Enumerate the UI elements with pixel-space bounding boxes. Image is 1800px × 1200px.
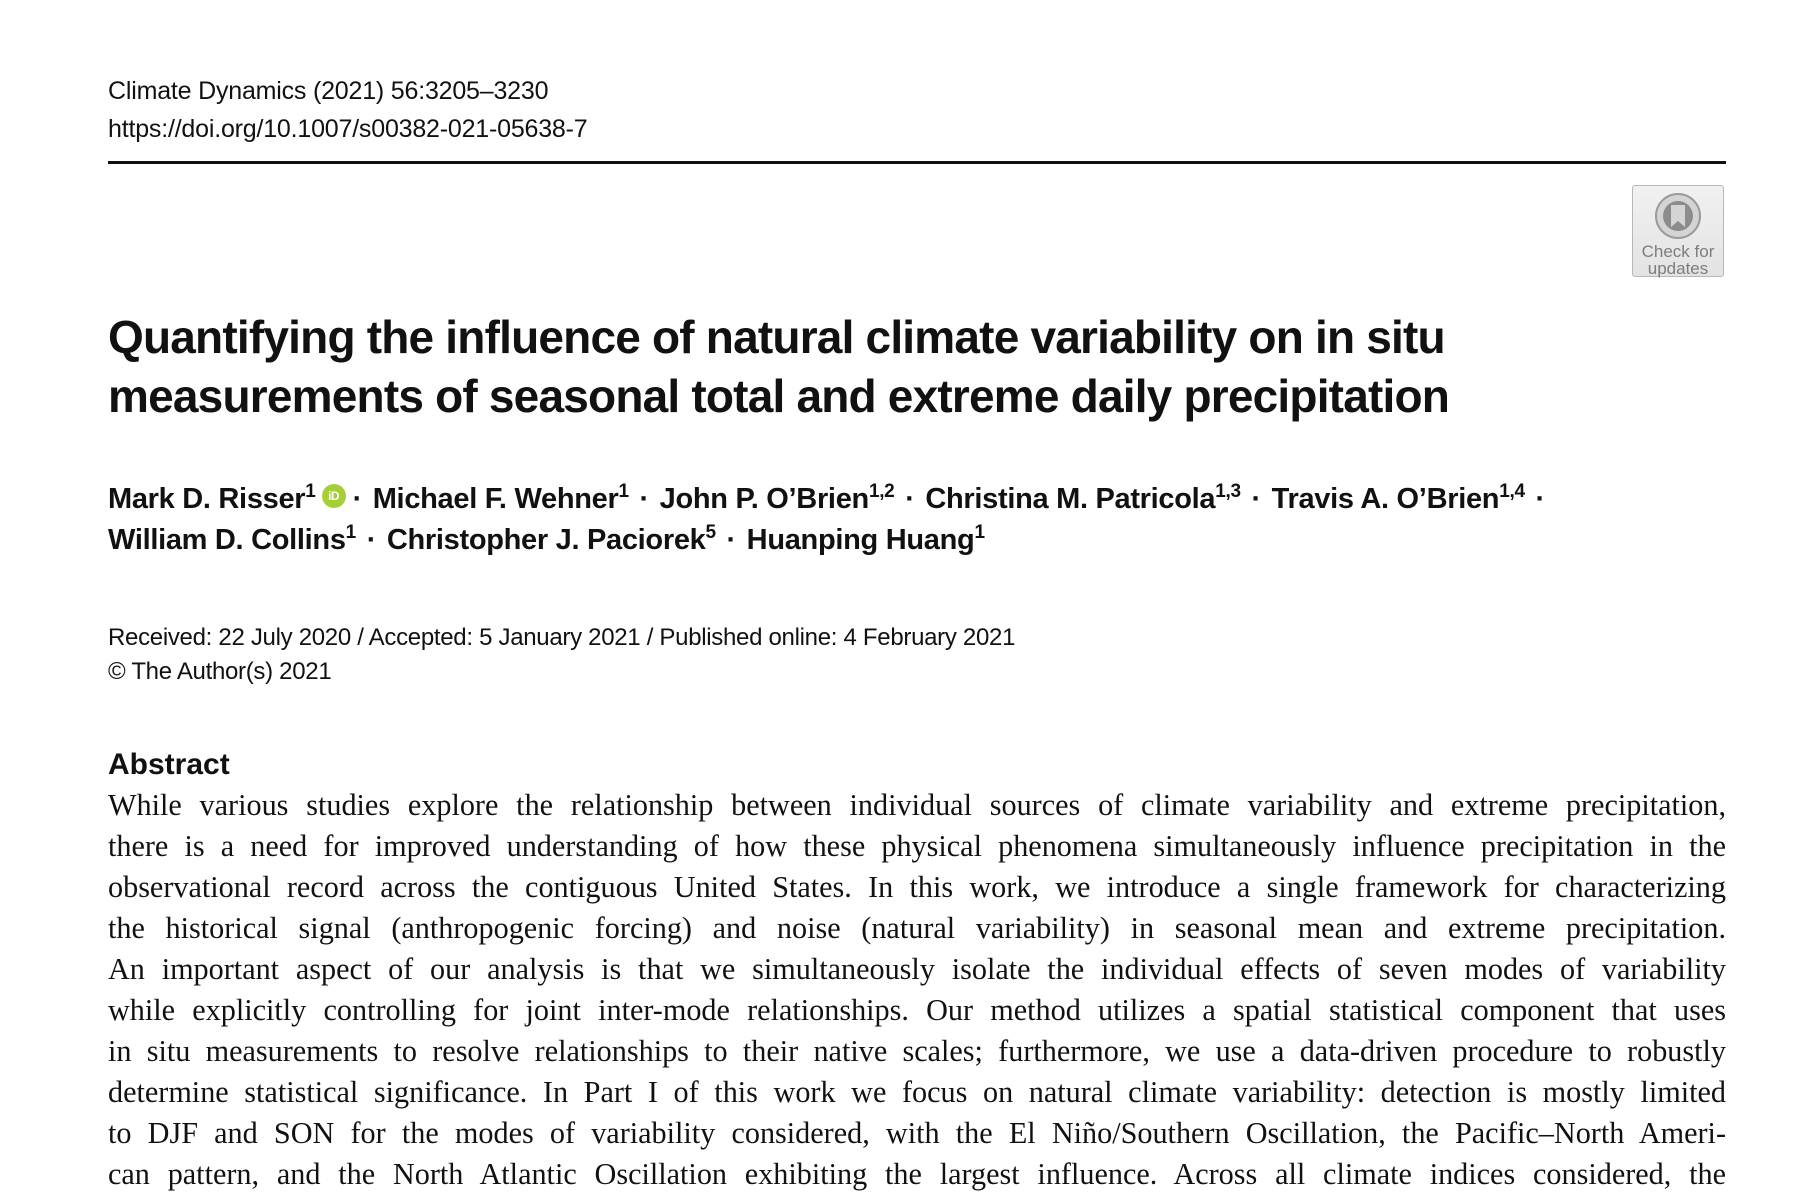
crossmark-icon — [1655, 193, 1701, 239]
publication-dates: Received: 22 July 2020 / Accepted: 5 Jan… — [108, 621, 1015, 689]
author-affiliation: 1 — [618, 481, 629, 502]
article-title: Quantifying the influence of natural cli… — [108, 308, 1608, 426]
author-name[interactable]: William D. Collins — [108, 524, 346, 556]
author-affiliation: 1 — [345, 522, 357, 543]
author-separator: · — [352, 483, 363, 515]
title-line-1: Quantifying the influence of natural cli… — [108, 311, 1446, 363]
abstract-line: While various studies explore the relati… — [108, 788, 1726, 822]
author-affiliation: 1,2 — [868, 481, 895, 502]
abstract-line: while explicitly controlling for joint i… — [108, 993, 1726, 1027]
author-name[interactable]: Travis A. O’Brien — [1271, 483, 1500, 515]
article-history: Received: 22 July 2020 / Accepted: 5 Jan… — [108, 624, 1016, 651]
orcid-icon[interactable]: iD — [321, 484, 346, 508]
header-rule — [108, 161, 1726, 164]
author-name[interactable]: Christopher J. Paciorek — [386, 524, 706, 556]
author-separator: · — [1535, 483, 1545, 515]
abstract-line: there is a need for improved understandi… — [108, 829, 1726, 863]
abstract-body: While various studies explore the relati… — [108, 785, 1726, 1195]
author-line-2: William D. Collins1 · Christopher J. Pac… — [108, 520, 1708, 561]
abstract-line: can pattern, and the North Atlantic Osci… — [108, 1157, 1726, 1191]
author-name[interactable]: Christina M. Patricola — [925, 483, 1216, 515]
check-for-updates-label-1: Check for — [1641, 242, 1715, 261]
author-affiliation: 1,4 — [1499, 481, 1525, 502]
title-line-2: measurements of seasonal total and extre… — [108, 370, 1450, 422]
abstract-line: determine statistical significance. In P… — [108, 1075, 1726, 1109]
author-separator: · — [639, 483, 650, 515]
author-name[interactable]: John P. O’Brien — [659, 483, 870, 515]
abstract-heading: Abstract — [108, 748, 230, 781]
author-affiliation: 1 — [974, 522, 985, 543]
author-separator: · — [366, 524, 377, 556]
journal-header: Climate Dynamics (2021) 56:3205–3230 htt… — [108, 72, 588, 148]
author-name[interactable]: Huanping Huang — [746, 524, 975, 556]
doi-link[interactable]: https://doi.org/10.1007/s00382-021-05638… — [108, 115, 588, 143]
author-name[interactable]: Michael F. Wehner — [372, 483, 619, 515]
author-affiliation: 1 — [305, 481, 316, 502]
check-for-updates-label-2: updates — [1647, 259, 1709, 278]
author-affiliation: 1,3 — [1215, 481, 1241, 502]
check-for-updates-button[interactable]: Check for updates — [1632, 185, 1724, 277]
journal-citation: Climate Dynamics (2021) 56:3205–3230 — [108, 77, 549, 105]
author-separator: · — [726, 524, 737, 556]
abstract-line: observational record across the contiguo… — [108, 870, 1726, 904]
copyright-notice: © The Author(s) 2021 — [108, 658, 332, 685]
abstract-line: An important aspect of our analysis is t… — [108, 952, 1726, 986]
author-affiliation: 5 — [705, 522, 717, 543]
abstract-line: to DJF and SON for the modes of variabil… — [108, 1116, 1726, 1150]
author-separator: · — [905, 483, 915, 515]
author-list: Mark D. Risser1 iD · Michael F. Wehner1 · … — [108, 479, 1708, 561]
author-name[interactable]: Mark D. Risser — [108, 483, 306, 515]
abstract-line: in situ measurements to resolve relation… — [108, 1034, 1726, 1068]
author-line-1: Mark D. Risser1 iD · Michael F. Wehner1 · … — [108, 479, 1708, 520]
abstract-line: the historical signal (anthropogenic for… — [108, 911, 1726, 945]
author-separator: · — [1251, 483, 1262, 515]
